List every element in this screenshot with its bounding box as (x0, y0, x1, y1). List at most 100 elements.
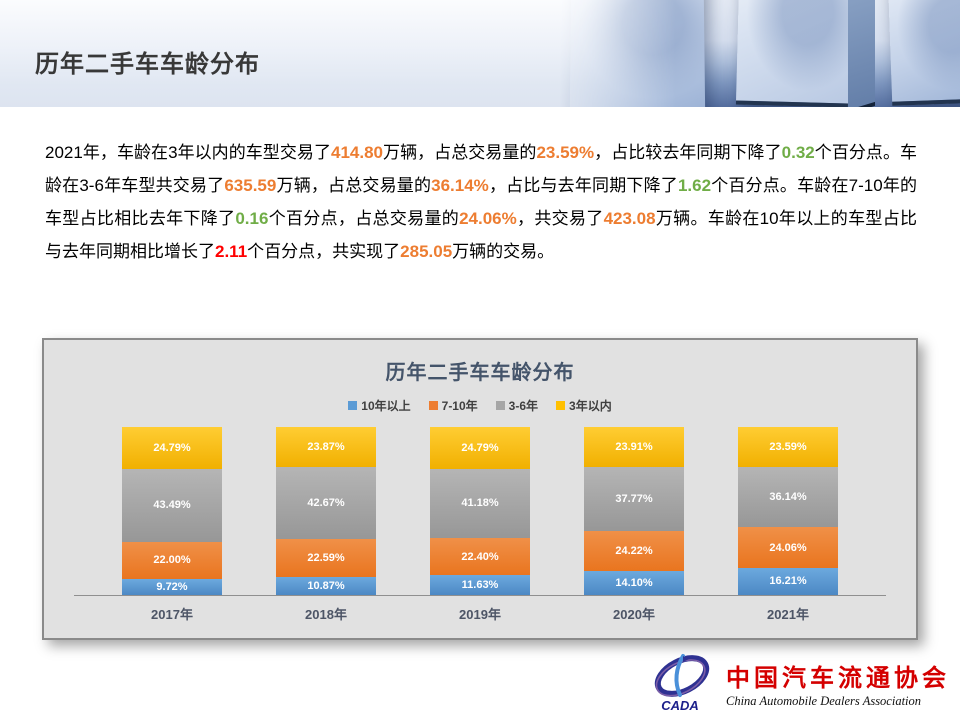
header-decoration-cubes (560, 0, 960, 107)
bar-segment: 11.63% (430, 575, 530, 595)
bar-segment: 23.59% (738, 427, 838, 467)
bar-segment-label: 43.49% (153, 499, 191, 512)
bar-segment: 22.59% (276, 538, 376, 577)
logo-chinese-name: 中国汽车流通协会 (726, 665, 950, 692)
bar-segment: 24.79% (430, 427, 530, 469)
summary-paragraph: 2021年，车龄在3年以内的车型交易了414.80万辆，占总交易量的23.59%… (45, 136, 917, 268)
bar-segment: 24.06% (738, 527, 838, 568)
text-segment: ，占比较去年同期下降了 (594, 143, 782, 162)
text-segment: 个百分点。车龄在7-10年的车型占比相比去年下降了 (45, 176, 918, 228)
bar-segment-label: 14.10% (615, 577, 653, 590)
bar-segment-label: 11.63% (461, 579, 499, 592)
legend-label: 3-6年 (508, 399, 539, 413)
bar-segment: 16.21% (738, 567, 838, 595)
legend-label: 10年以上 (361, 399, 411, 413)
text-segment: 0.16 (235, 209, 269, 228)
text-segment: 285.05 (400, 242, 453, 261)
x-axis-label: 2017年 (151, 607, 193, 622)
text-segment: 个百分点。车龄在3-6年车型共交易了 (45, 143, 918, 195)
bar-segment-label: 22.59% (307, 551, 345, 564)
text-segment: 2021年，车龄在3年以内的车型交易了 (45, 143, 331, 162)
legend-item: 3年以内 (556, 397, 612, 414)
logo-english-name: China Automobile Dealers Association (726, 693, 922, 708)
bar-segment-label: 23.59% (769, 440, 807, 453)
x-axis-label: 2018年 (305, 607, 347, 622)
x-axis-line (74, 595, 886, 596)
bar-segment: 22.40% (430, 537, 530, 576)
text-segment: 36.14% (431, 176, 489, 195)
bar-segment: 14.10% (584, 571, 684, 595)
bar-segment-label: 10.87% (307, 579, 345, 592)
legend-swatch-icon (495, 401, 505, 410)
header-band (0, 0, 960, 107)
bar-segment-label: 37.77% (615, 492, 653, 505)
text-segment: 423.08 (603, 209, 656, 228)
x-axis-labels: 2017年 2018年 2019年 2020年 2021年 (44, 604, 916, 623)
bar-segment-label: 9.72% (156, 580, 188, 593)
bar-segment-label: 23.87% (307, 441, 345, 454)
bar-segment-label: 41.18% (461, 497, 499, 510)
bar-segment: 41.18% (430, 468, 530, 538)
bar-segment: 23.87% (276, 427, 376, 468)
bar-column: 11.63% 22.40% 41.18% 24.79% (430, 427, 530, 595)
bar-column: 10.87% 22.59% 42.67% 23.87% (276, 427, 376, 595)
logo-text-block: 中国汽车流通协会 China Automobile Dealers Associ… (726, 658, 950, 709)
bar-column: 9.72% 22.00% 43.49% 24.79% (122, 427, 222, 595)
bar-segment: 10.87% (276, 576, 376, 595)
text-segment: 万辆，占总交易量的 (276, 176, 432, 195)
bar-segment-label: 24.79% (153, 441, 191, 454)
text-segment: ，占比与去年同期下降了 (488, 176, 678, 195)
bar-segment-label: 24.06% (769, 541, 807, 554)
x-axis-label: 2020年 (613, 607, 655, 622)
bar-segment: 23.91% (584, 427, 684, 468)
text-segment: 个百分点，共实现了 (247, 242, 401, 261)
bar-segment-label: 22.40% (461, 550, 499, 563)
bar-segment-label: 42.67% (307, 496, 345, 509)
chart-legend: 10年以上 7-10年 3-6年 3年以内 (44, 397, 916, 414)
bar-column: 16.21% 24.06% 36.14% 23.59% (738, 427, 838, 595)
legend-swatch-icon (428, 401, 438, 410)
text-segment: 414.80 (330, 143, 383, 162)
x-axis-label: 2021年 (767, 607, 809, 622)
text-segment: ，共交易了 (516, 209, 604, 228)
bar-segment: 37.77% (584, 467, 684, 531)
bar-segment-label: 23.91% (615, 441, 653, 454)
bar-segment-label: 22.00% (153, 554, 191, 567)
text-segment: 635.59 (224, 176, 277, 195)
bar-segment: 36.14% (738, 466, 838, 528)
bar-segment-label: 16.21% (769, 575, 807, 588)
bar-segment: 9.72% (122, 578, 222, 595)
text-segment: 万辆，占总交易量的 (382, 143, 537, 162)
text-segment: 万辆。车龄在10年以上的车型占比与去年同期相比增长了 (45, 209, 918, 261)
chart-title: 历年二手车车龄分布 (385, 362, 575, 384)
page-title: 历年二手车车龄分布 (35, 51, 260, 78)
legend-swatch-icon (556, 401, 566, 410)
bar-segment-label: 24.22% (615, 544, 653, 557)
legend-item: 3-6年 (495, 397, 539, 414)
bar-column: 14.10% 24.22% 37.77% 23.91% (584, 427, 684, 595)
legend-label: 7-10年 (441, 399, 478, 413)
text-segment: 24.06% (459, 209, 517, 228)
legend-label: 3年以内 (569, 399, 612, 413)
bar-segment: 24.79% (122, 427, 222, 469)
bar-segment: 24.22% (584, 530, 684, 572)
legend-item: 7-10年 (428, 397, 478, 414)
organization-logo: CADA 中国汽车流通协会 China Automobile Dealers A… (650, 652, 950, 714)
chart-panel: 历年二手车车龄分布 10年以上 7-10年 3-6年 3年以内 9.72% 22.00%… (42, 338, 918, 640)
bar-segment: 43.49% (122, 468, 222, 542)
cada-acronym: CADA (661, 698, 699, 713)
bar-segment: 42.67% (276, 467, 376, 539)
text-segment: 个百分点，占总交易量的 (268, 209, 460, 228)
bar-segment-label: 24.79% (461, 441, 499, 454)
cada-emblem-icon: CADA (654, 654, 710, 713)
text-segment: 1.62 (677, 176, 712, 195)
chart-plot-area: 9.72% 22.00% 43.49% 24.79% 10.87% 22.59% 42.67… (44, 427, 916, 595)
text-segment: 2.11 (215, 242, 248, 261)
bar-segment-label: 36.14% (769, 491, 807, 504)
x-axis-label: 2019年 (459, 607, 501, 622)
text-segment: 23.59% (536, 143, 595, 162)
legend-item: 10年以上 (348, 397, 411, 414)
text-segment: 0.32 (781, 143, 815, 162)
bar-segment: 22.00% (122, 541, 222, 579)
